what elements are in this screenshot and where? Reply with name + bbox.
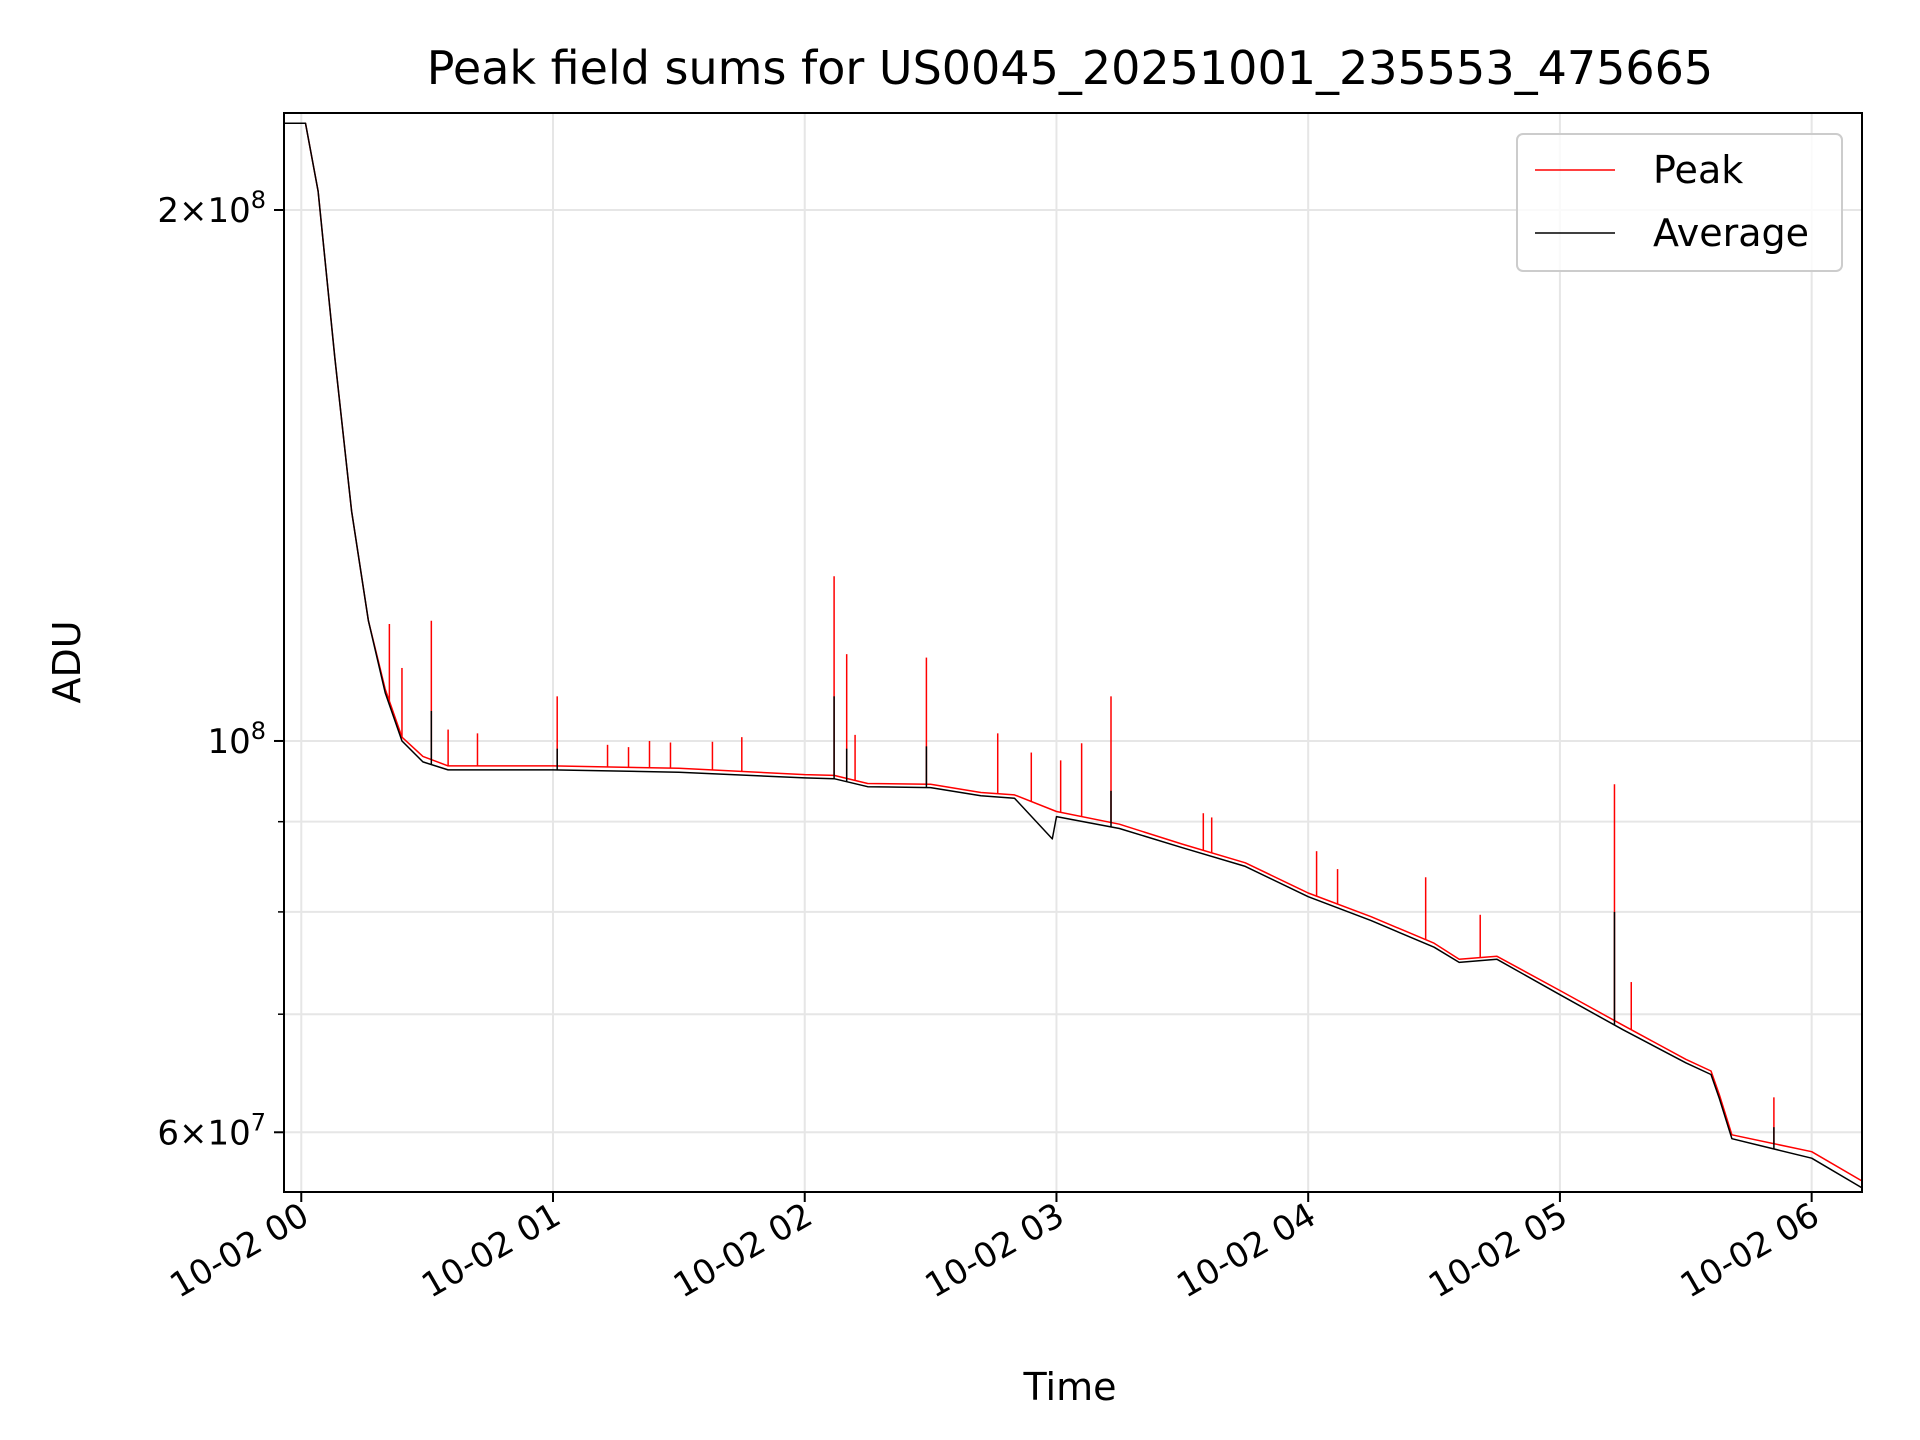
legend-label-average: Average bbox=[1653, 211, 1809, 255]
x-axis-label: Time bbox=[1023, 1365, 1117, 1409]
y-axis: 6×107 108 2×108 bbox=[157, 186, 284, 1153]
y-tick-label: 6×107 bbox=[157, 1108, 266, 1153]
legend: Peak Average bbox=[1516, 133, 1843, 272]
y-tick-label: 108 bbox=[207, 717, 266, 762]
series-layer bbox=[284, 122, 1862, 1189]
plot-frame bbox=[283, 112, 1863, 1193]
legend-box bbox=[1516, 133, 1843, 272]
y-tick-label: 2×108 bbox=[157, 186, 266, 231]
series-line-average bbox=[284, 122, 1862, 1189]
y-axis-label: ADU bbox=[45, 620, 89, 703]
chart-title: Peak field sums for US0045_20251001_2355… bbox=[427, 41, 1713, 95]
legend-label-peak: Peak bbox=[1653, 148, 1743, 192]
